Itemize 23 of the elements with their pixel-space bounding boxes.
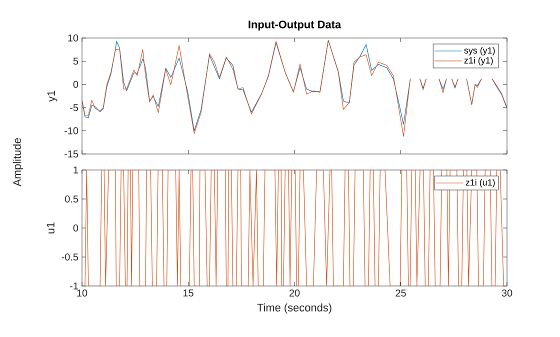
chart-title: Input-Output Data (248, 20, 342, 30)
x-axis-title: Time (seconds) (257, 303, 332, 314)
y-tick-label: 0 (73, 224, 78, 232)
y-tick-label: 10 (68, 34, 78, 42)
y-axis-title: y1 (47, 90, 58, 102)
x-tick-label: 25 (396, 290, 406, 297)
y-tick-label: 0.5 (65, 195, 78, 203)
y-tick-label: 1 (74, 166, 78, 174)
legend-label: z1i (u1) (466, 178, 495, 188)
x-tick-label: 30 (502, 290, 512, 297)
text: Amplitude (12, 138, 24, 186)
y-tick-label: 5 (73, 58, 78, 65)
x-tick-label: 15 (183, 290, 194, 296)
y-tick-label: -5 (70, 104, 78, 112)
legend-label: sys (y1) (464, 46, 495, 56)
legend-label: z1i (y1) (464, 56, 493, 66)
y-tick-label: -0.5 (62, 253, 78, 261)
y-tick-label: 0 (73, 80, 78, 88)
y-tick-label: -15 (64, 150, 78, 158)
y-axis-title: u1 (46, 222, 54, 234)
x-tick-label: 20 (289, 290, 300, 297)
y-tick-label: -10 (64, 127, 78, 134)
y-tick-label: -1 (70, 282, 78, 290)
